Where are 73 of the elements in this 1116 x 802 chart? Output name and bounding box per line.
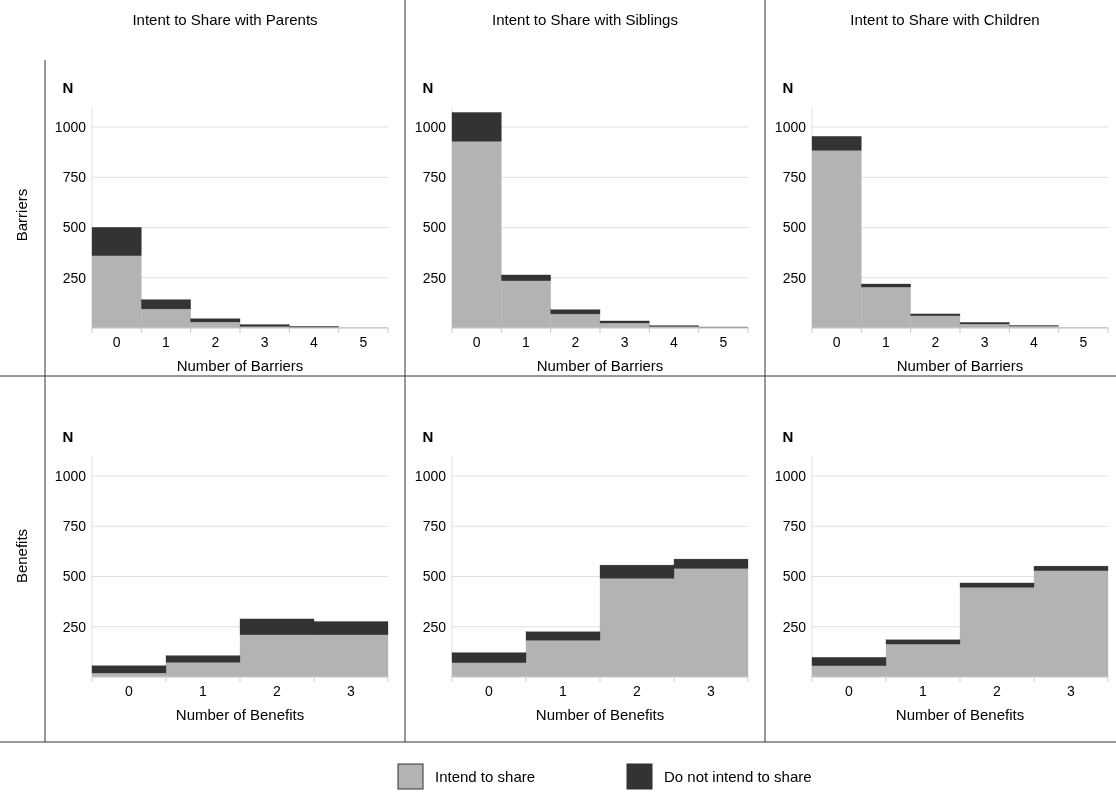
x-tick-label: 1 (919, 683, 928, 699)
x-tick-label: 4 (670, 334, 679, 350)
x-tick-label: 1 (522, 334, 531, 350)
y-axis-title: N (422, 79, 434, 96)
legend-label: Intend to share (435, 768, 536, 786)
x-tick-label: 2 (633, 683, 642, 699)
y-tick-label: 250 (422, 269, 447, 286)
x-tick-label: 1 (199, 683, 208, 699)
y-tick-label: 250 (62, 618, 87, 635)
x-tick-label: 0 (832, 334, 841, 350)
x-tick-label: 4 (310, 334, 319, 350)
y-tick-label: 1000 (774, 467, 807, 484)
x-tick-label: 3 (347, 683, 356, 699)
x-tick-label: 0 (125, 683, 134, 699)
y-tick-label: 500 (62, 219, 87, 236)
x-tick-label: 3 (620, 334, 629, 350)
x-tick-label: 1 (162, 334, 171, 350)
y-tick-label: 500 (62, 568, 87, 585)
x-axis-title: Number of Barriers (896, 357, 1024, 374)
x-tick-label: 3 (707, 683, 716, 699)
x-axis-title: Number of Benefits (175, 706, 305, 723)
x-tick-label: 0 (112, 334, 121, 350)
x-tick-label: 5 (719, 334, 728, 350)
y-tick-label: 750 (62, 169, 87, 186)
x-tick-label: 1 (559, 683, 568, 699)
y-tick-label: 250 (782, 618, 807, 635)
x-tick-label: 0 (845, 683, 854, 699)
y-tick-label: 250 (782, 269, 807, 286)
x-tick-label: 3 (1067, 683, 1076, 699)
x-axis-title: Number of Barriers (536, 357, 664, 374)
y-tick-label: 1000 (414, 118, 447, 135)
y-tick-label: 1000 (414, 467, 447, 484)
y-tick-label: 250 (62, 269, 87, 286)
y-tick-label: 750 (422, 169, 447, 186)
x-tick-label: 3 (260, 334, 269, 350)
y-axis-title: N (782, 79, 794, 96)
x-tick-label: 5 (359, 334, 368, 350)
x-tick-label: 2 (931, 334, 940, 350)
y-tick-label: 750 (782, 169, 807, 186)
text: Barriers (13, 188, 30, 242)
x-axis-title: Number of Benefits (895, 706, 1025, 723)
x-tick-label: 0 (485, 683, 494, 699)
y-tick-label: 500 (782, 219, 807, 236)
x-tick-label: 2 (571, 334, 580, 350)
y-tick-label: 750 (422, 518, 447, 535)
y-tick-label: 750 (782, 518, 807, 535)
legend-label: Do not intend to share (664, 768, 812, 786)
x-tick-label: 5 (1079, 334, 1088, 350)
x-tick-label: 2 (273, 683, 282, 699)
x-tick-label: 4 (1030, 334, 1039, 350)
y-tick-label: 750 (62, 518, 87, 535)
y-tick-label: 500 (422, 219, 447, 236)
x-tick-label: 2 (993, 683, 1002, 699)
x-tick-label: 0 (472, 334, 481, 350)
x-tick-label: 1 (882, 334, 891, 350)
x-axis-title: Number of Barriers (176, 357, 304, 374)
y-axis-title: N (422, 428, 434, 445)
y-axis-title: N (62, 428, 74, 445)
y-tick-label: 500 (782, 568, 807, 585)
y-axis-title: N (782, 428, 794, 445)
y-tick-label: 500 (422, 568, 447, 585)
chart-title: Intent to Share with Children (850, 11, 1040, 28)
y-tick-label: 1000 (774, 118, 807, 135)
y-tick-label: 1000 (54, 467, 87, 484)
x-axis-title: Number of Benefits (535, 706, 665, 723)
y-axis-title: N (62, 79, 74, 96)
text: Benefits (13, 528, 30, 584)
y-tick-label: 1000 (54, 118, 87, 135)
x-tick-label: 3 (980, 334, 989, 350)
chart-title: Intent to Share with Siblings (492, 11, 678, 28)
x-tick-label: 2 (211, 334, 220, 350)
chart-title: Intent to Share with Parents (132, 11, 318, 28)
y-tick-label: 250 (422, 618, 447, 635)
